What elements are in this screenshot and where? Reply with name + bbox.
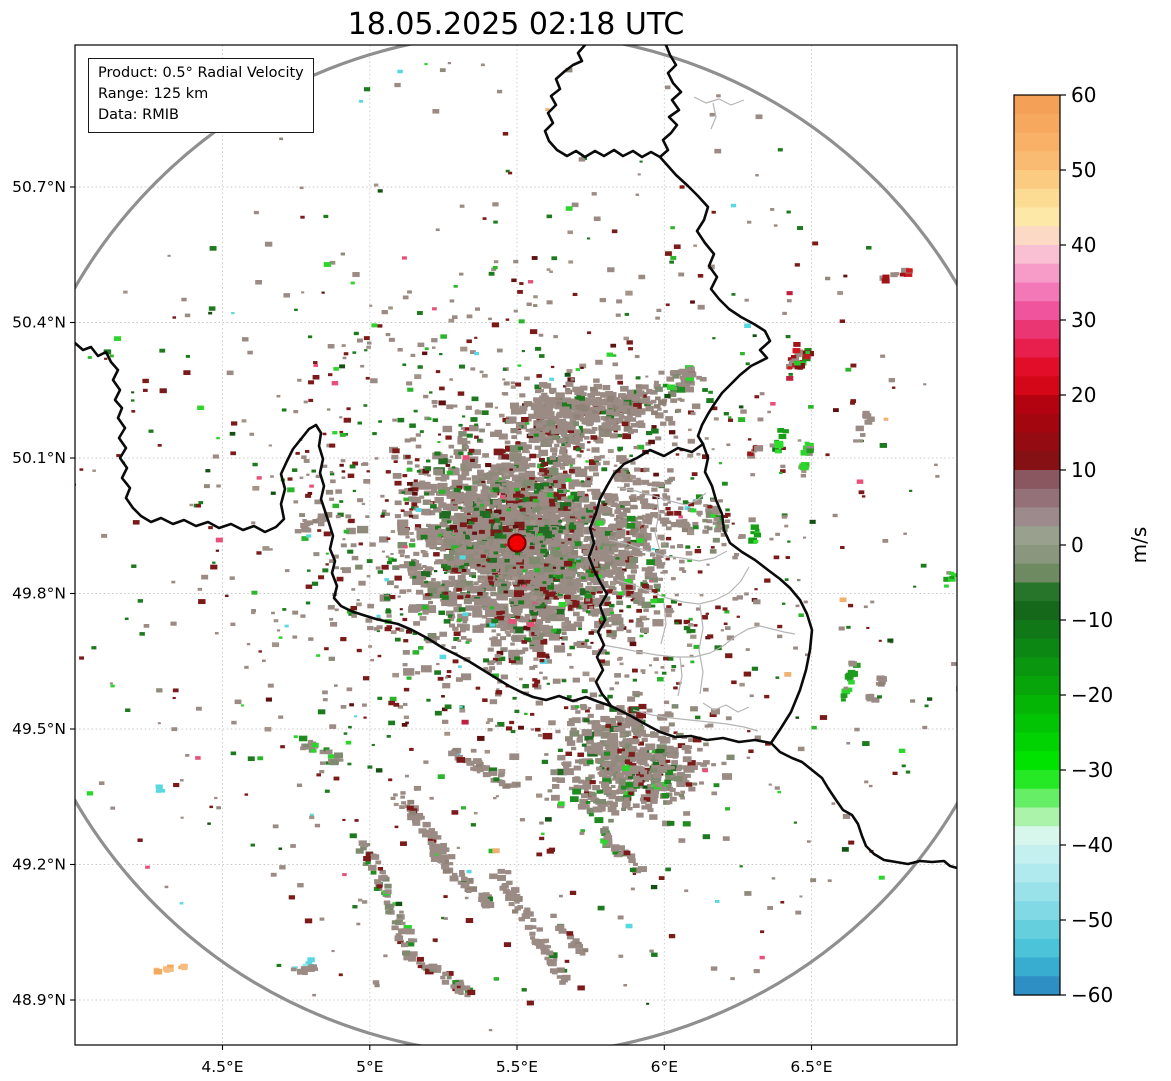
- radar-site-marker: [507, 533, 527, 553]
- admin-borders: [601, 96, 796, 732]
- lat-tick-label: 49.8°N: [12, 585, 66, 603]
- colorbar-tick-label: −10: [1071, 608, 1113, 632]
- product-info-box: Product: 0.5° Radial Velocity Range: 125…: [88, 58, 314, 133]
- lat-tick-label: 50.4°N: [12, 314, 66, 332]
- lon-tick-label: 5°E: [356, 1058, 383, 1076]
- lon-tick-label: 6°E: [651, 1058, 678, 1076]
- colorbar-tick-label: 60: [1071, 83, 1096, 107]
- colorbar-tick-label: 0: [1071, 533, 1084, 557]
- info-range-line: Range: 125 km: [98, 86, 209, 102]
- colorbar-tick-label: −50: [1071, 908, 1113, 932]
- colorbar-unit-label: m/s: [1127, 527, 1151, 564]
- radar-echo-marks: [75, 62, 957, 1032]
- colorbar-tick-label: 20: [1071, 383, 1096, 407]
- colorbar-tick-label: −20: [1071, 683, 1113, 707]
- colorbar: 60 50 40 30 20 10 0 −10 −20 −30 −40 −50 −60 m/s: [1013, 83, 1151, 1007]
- lon-tick-label: 6.5°E: [790, 1058, 832, 1076]
- lat-tick-label: 50.1°N: [12, 449, 66, 467]
- lon-tick-label: 5.5°E: [496, 1058, 538, 1076]
- lat-tick-label: 50.7°N: [12, 178, 66, 196]
- colorbar-tick-label: −60: [1071, 983, 1113, 1007]
- lat-tick-label: 48.9°N: [12, 991, 66, 1009]
- colorbar-tick-label: 30: [1071, 308, 1096, 332]
- lat-tick-label: 49.5°N: [12, 720, 66, 738]
- axes: 50.7°N 50.4°N 50.1°N 49.8°N 49.5°N 49.2°N 48.9…: [12, 44, 958, 1076]
- colorbar-tick-label: 10: [1071, 458, 1096, 482]
- lat-tick-label: 49.2°N: [12, 856, 66, 874]
- country-borders: [75, 45, 957, 870]
- colorbar-tick-label: 50: [1071, 158, 1096, 182]
- colorbar-tick-label: 40: [1071, 233, 1096, 257]
- colorbar-tick-label: −40: [1071, 833, 1113, 857]
- lon-tick-label: 4.5°E: [201, 1058, 243, 1076]
- figure-title: 18.05.2025 02:18 UTC: [347, 7, 685, 42]
- info-product-line: Product: 0.5° Radial Velocity: [98, 65, 304, 81]
- colorbar-tick-label: −30: [1071, 758, 1113, 782]
- info-data-line: Data: RMIB: [98, 107, 179, 123]
